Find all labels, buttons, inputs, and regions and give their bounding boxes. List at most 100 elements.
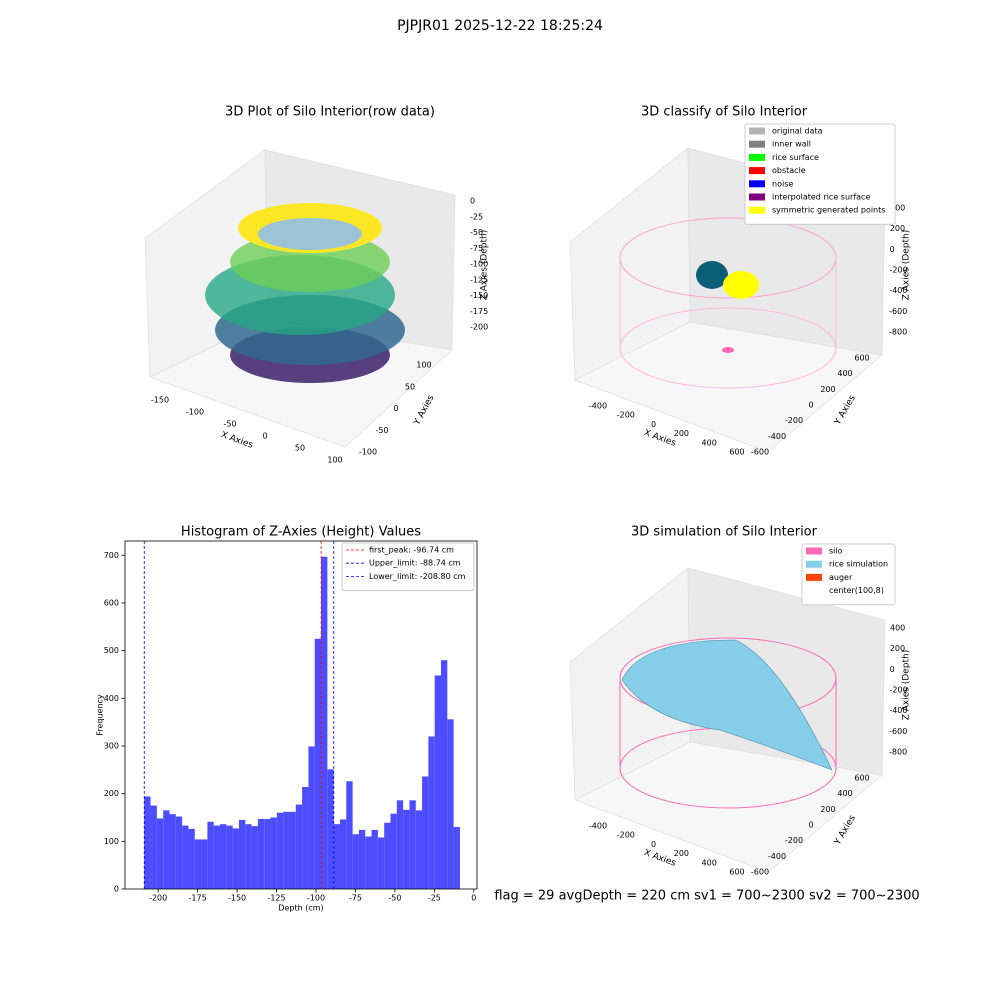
bar [441,660,448,889]
y-tick-label: -600 [751,868,769,877]
y-tick-label: 300 [104,741,119,750]
z-tick-label: -600 [889,307,907,316]
y-tick-label: 600 [104,598,119,607]
x-tick-label: -150 [228,894,246,903]
z-tick-label: -400 [889,286,907,295]
bar [169,814,176,889]
x-tick-label: -400 [589,402,607,411]
z-tick-label: -125 [470,275,488,284]
bar [415,810,423,889]
bar [188,828,195,889]
x-axis-label: Depth (cm) [278,904,323,913]
x-tick-label: -400 [589,822,607,831]
bar [295,804,303,889]
z-axis-label: Z Axies (Depth) [902,650,912,721]
bar [422,776,429,889]
bar [175,816,183,889]
x-tick-label: -25 [428,894,441,903]
y-tick-label: 100 [104,837,119,846]
legend-label: center(100,8) [829,586,884,595]
z-tick-label: -100 [470,260,488,269]
bar [346,781,353,889]
x-tick-label: 0 [651,420,656,429]
y-tick-label: -100 [359,448,377,457]
panel-1-3d [144,149,456,448]
z-tick-label: 200 [890,224,905,233]
z-axis-label: Z Axies (Depth) [902,230,912,301]
bar [327,769,334,889]
bar [156,818,164,889]
y-tick-label: 500 [104,646,119,655]
x-tick-label: 600 [729,448,744,457]
y-tick-label: 200 [820,805,835,814]
z-tick-label: -25 [470,212,483,221]
x-axis-label: X Axies [642,848,677,869]
legend-label: interpolated rice surface [772,193,870,202]
y-tick-label: 0 [114,885,119,894]
x-tick-label: 400 [702,438,717,447]
bar [163,810,170,889]
bar [251,826,258,889]
bar [257,818,265,889]
bar [377,837,385,889]
bar [194,839,202,889]
bar [352,834,359,889]
bar [390,813,397,889]
legend-patch [749,206,765,214]
legend-label: noise [772,179,793,188]
legend-patch [806,587,822,595]
panel-4-3d [569,567,886,873]
bar [220,824,227,889]
y-tick-label: -50 [375,426,388,435]
panel-title: 3D classify of Silo Interior [641,105,808,120]
bar [264,818,271,889]
legend-patch [806,547,822,555]
y-tick-label: 50 [405,382,415,391]
z-tick-label: 400 [890,204,905,213]
x-tick-label: 0 [262,432,267,441]
x-tick-label: 100 [327,456,342,465]
x-tick-label: -75 [349,894,362,903]
y-tick-label: 0 [808,401,813,410]
x-tick-label: -50 [388,894,401,903]
z-tick-label: 200 [890,644,905,653]
legend-label: Lower_limit: -208.80 cm [369,572,466,581]
bar [207,821,214,889]
legend-label: obstacle [772,166,806,175]
z-tick-label: -200 [890,686,908,695]
y-tick-label: 600 [854,354,869,363]
legend-box [801,543,896,606]
x-tick-label: -200 [617,411,635,420]
bar [384,822,391,889]
y-tick-label: -200 [785,416,803,425]
bar [226,825,233,889]
panel-title: 3D Plot of Silo Interior(row data) [225,105,435,120]
bar [270,817,277,889]
x-tick-label: 600 [729,868,744,877]
legend-label: auger [829,573,853,582]
z-tick-label: -75 [470,244,483,253]
x-tick-label: -50 [223,420,236,429]
bar [396,800,404,889]
x-tick-label: -150 [151,396,169,405]
bar [339,819,347,889]
bar [150,805,157,889]
y-tick-label: 400 [837,789,852,798]
panel-title: Histogram of Z-Axies (Height) Values [181,525,421,540]
bar [447,719,454,889]
panel-title: 3D simulation of Silo Interior [631,525,818,540]
x-tick-label: -125 [267,894,285,903]
footer: flag = 29 avgDepth = 220 cm sv1 = 700~23… [494,889,919,904]
x-tick-label: 400 [702,858,717,867]
legend-patch [749,127,765,135]
z-tick-label: 0 [890,665,895,674]
bar [201,839,208,889]
legend-patch [749,180,765,188]
legend-label: original data [772,127,823,136]
y-tick-label: 600 [854,774,869,783]
legend-label: rice simulation [829,560,888,569]
bar [289,811,296,889]
z-tick-label: 0 [890,245,895,254]
bar [333,824,340,889]
z-tick-label: -200 [470,323,488,332]
